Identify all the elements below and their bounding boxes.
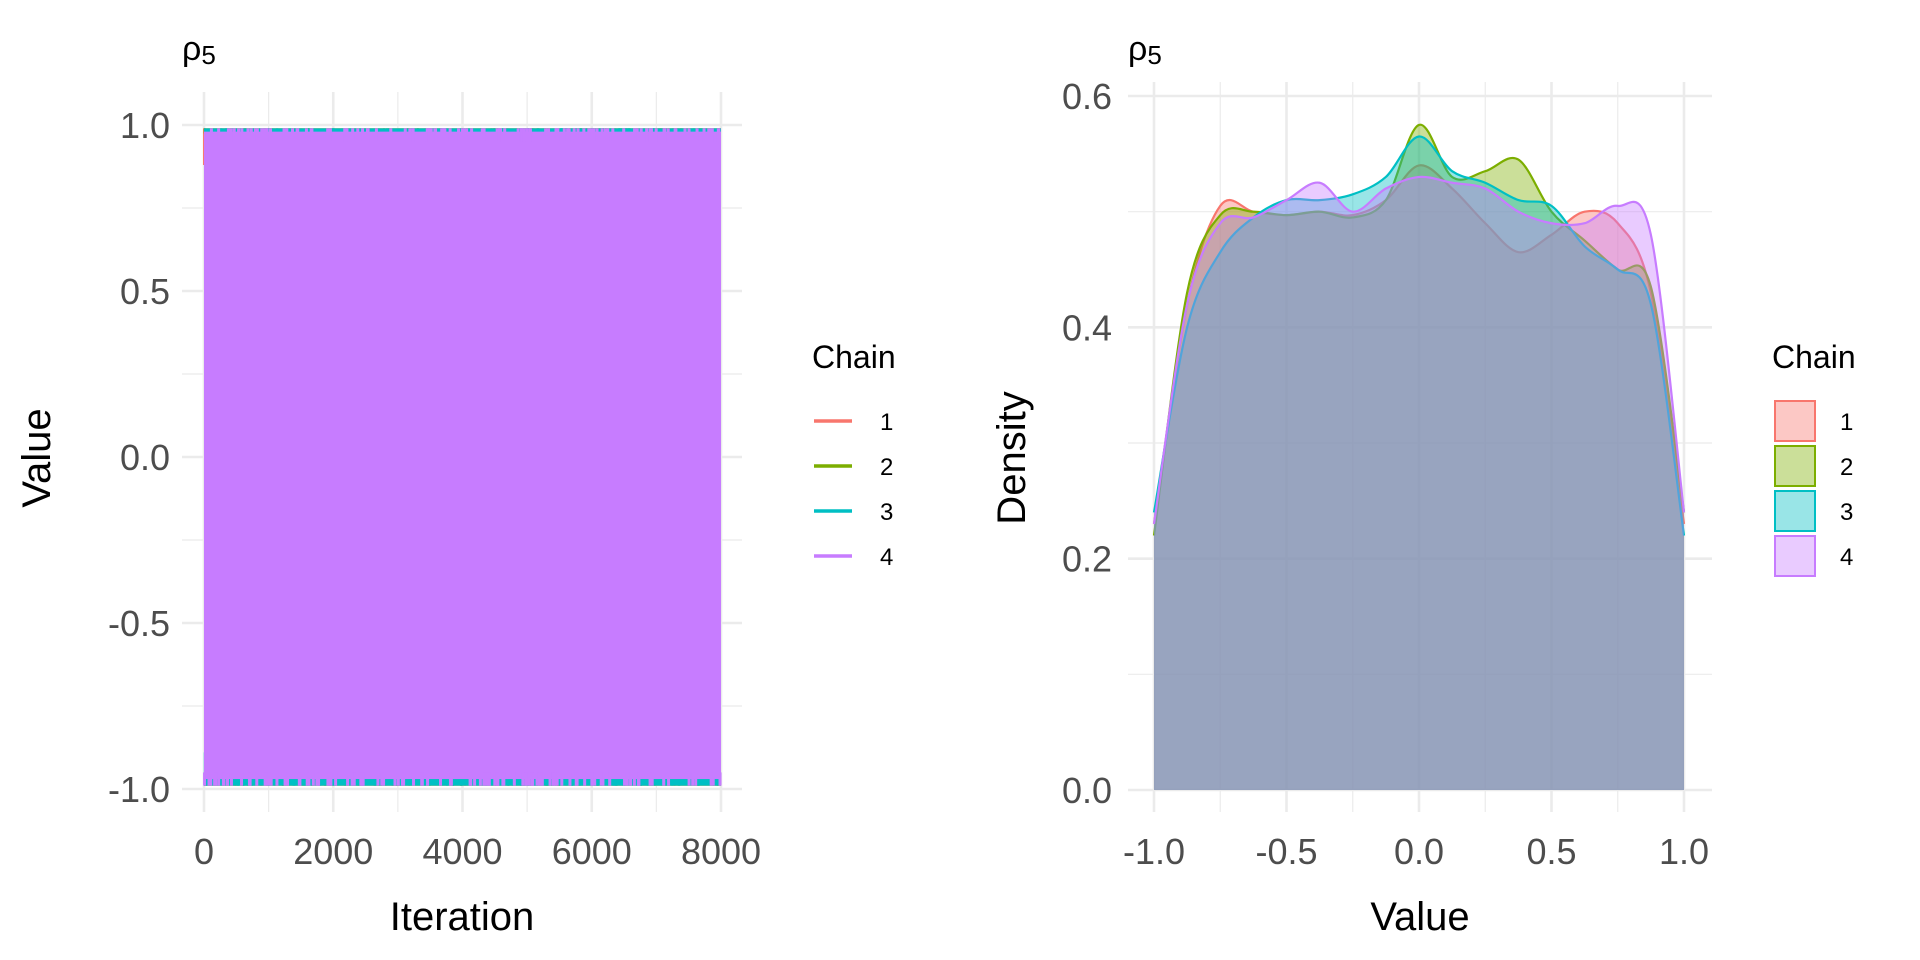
- chain-2-density-area: [1154, 124, 1684, 791]
- y-tick-label: 0.0: [1062, 770, 1112, 811]
- x-tick-label: 0.5: [1526, 831, 1576, 872]
- trace-legend: Chain 1 2 3 4: [812, 339, 896, 571]
- y-tick-label: 0.6: [1062, 76, 1112, 117]
- x-tick-label: -1.0: [1123, 831, 1185, 872]
- x-tick-label: 4000: [422, 831, 502, 872]
- legend-label: 3: [880, 499, 893, 526]
- chain-4-trace: [204, 131, 721, 780]
- density-y-axis-label: Density: [990, 391, 1034, 524]
- legend-key-chain-4: [1774, 535, 1816, 577]
- density-x-axis-label: Value: [1370, 895, 1469, 939]
- x-tick-label: 0: [194, 831, 214, 872]
- legend-key-chain-3: [1774, 490, 1816, 532]
- legend-label: 2: [880, 454, 893, 481]
- legend-label: 1: [1840, 409, 1853, 436]
- chain-1-density-area: [1154, 165, 1684, 791]
- density-plot-panel: 0.0 0.2 0.4 0.6 -1.0 -0.5 0.0 0.5 1.0: [1062, 76, 1712, 872]
- x-tick-label: -0.5: [1255, 831, 1317, 872]
- y-tick-label: 0.0: [120, 437, 170, 478]
- density-plot-title: ρ5: [1128, 30, 1162, 70]
- y-tick-label: 0.2: [1062, 539, 1112, 580]
- x-tick-label: 8000: [681, 831, 761, 872]
- x-tick-label: 1.0: [1659, 831, 1709, 872]
- x-tick-label: 0.0: [1394, 831, 1444, 872]
- y-tick-label: -1.0: [108, 769, 170, 810]
- y-tick-label: 0.4: [1062, 307, 1112, 348]
- legend-label: 3: [1840, 499, 1853, 526]
- chain-4-density-line: [1152, 175, 1686, 525]
- legend-key-chain-2: [1774, 445, 1816, 487]
- y-tick-label: 0.5: [120, 271, 170, 312]
- legend-key-chain-1: [1774, 400, 1816, 442]
- legend-label: 2: [1840, 454, 1853, 481]
- y-tick-label: 1.0: [120, 105, 170, 146]
- legend-label: 4: [880, 544, 893, 571]
- trace-plot-panel: -1.0 -0.5 0.0 0.5 1.0 0 2000 4000 6000 8000: [108, 92, 761, 872]
- trace-legend-title: Chain: [812, 339, 896, 375]
- x-tick-label: 2000: [293, 831, 373, 872]
- trace-y-axis-label: Value: [15, 408, 59, 507]
- trace-x-axis-label: Iteration: [390, 895, 535, 939]
- density-legend: Chain 1 2 3 4: [1772, 339, 1856, 577]
- chain-1-density-line: [1152, 164, 1686, 525]
- x-tick-label: 6000: [552, 831, 632, 872]
- chain-3-density-area: [1154, 136, 1684, 791]
- legend-label: 1: [880, 409, 893, 436]
- y-tick-label: -0.5: [108, 603, 170, 644]
- trace-plot-title: ρ5: [182, 30, 216, 70]
- chain-4-density-area: [1154, 176, 1684, 790]
- chain-3-density-line: [1152, 135, 1686, 536]
- legend-label: 4: [1840, 544, 1853, 571]
- density-legend-title: Chain: [1772, 339, 1856, 375]
